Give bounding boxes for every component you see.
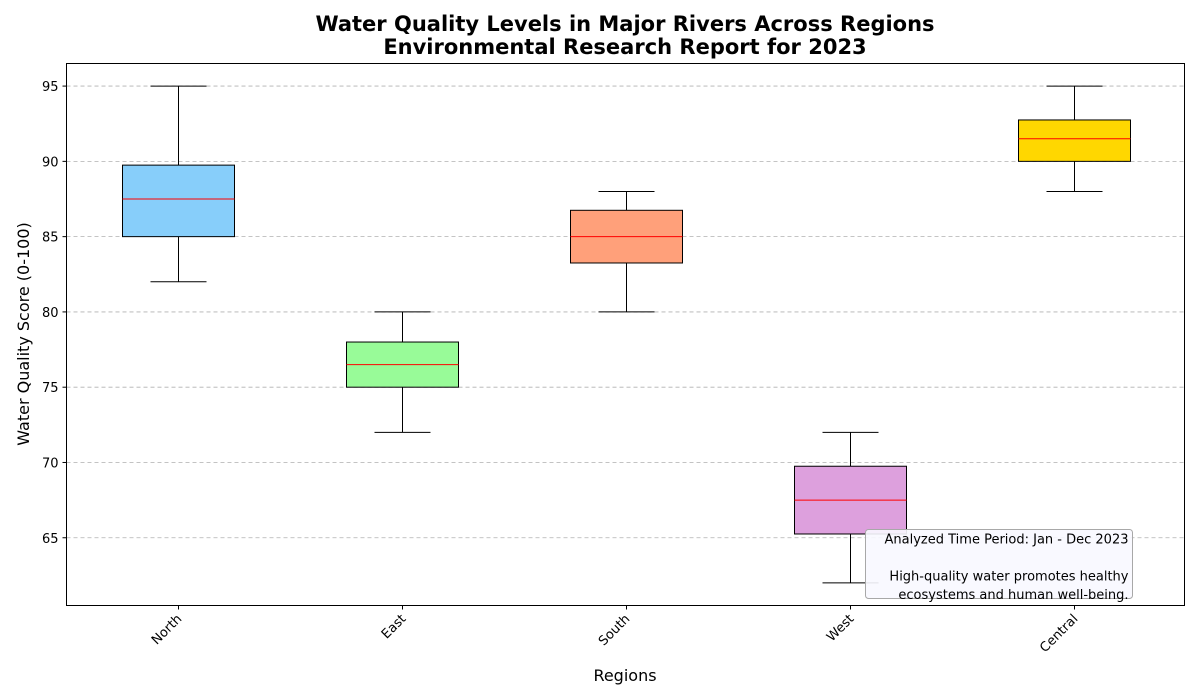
x-tick-label: North	[149, 612, 185, 648]
x-tick-label: Central	[1037, 612, 1081, 656]
x-tick-label: West	[824, 612, 857, 645]
chart-title: Water Quality Levels in Major Rivers Acr…	[315, 12, 934, 36]
annotation-background	[865, 529, 1133, 599]
y-tick-label: 75	[42, 381, 59, 396]
y-axis-label: Water Quality Score (0-100)	[14, 222, 33, 446]
y-tick-label: 95	[42, 80, 59, 95]
y-tick-label: 65	[42, 532, 59, 547]
box-north	[122, 164, 235, 238]
plot-frame	[66, 63, 1185, 606]
annotation-line: High-quality water promotes healthy	[889, 570, 1128, 585]
y-tick-label: 85	[42, 231, 59, 246]
y-tick-label: 70	[42, 456, 59, 471]
x-tick-label: South	[596, 612, 633, 649]
y-tick-label: 80	[42, 306, 59, 321]
annotation-line: ecosystems and human well-being.	[898, 588, 1128, 603]
y-tick-label: 90	[42, 155, 59, 170]
chart-subtitle: Environmental Research Report for 2023	[383, 35, 866, 59]
box-central	[1018, 119, 1131, 162]
annotation-box: Analyzed Time Period: Jan - Dec 2023 High…	[865, 529, 1133, 603]
x-axis-label: Regions	[593, 666, 656, 685]
boxes-layer	[122, 85, 1131, 584]
x-tick-label: East	[379, 612, 409, 642]
annotation-line: Analyzed Time Period: Jan - Dec 2023	[885, 533, 1129, 548]
